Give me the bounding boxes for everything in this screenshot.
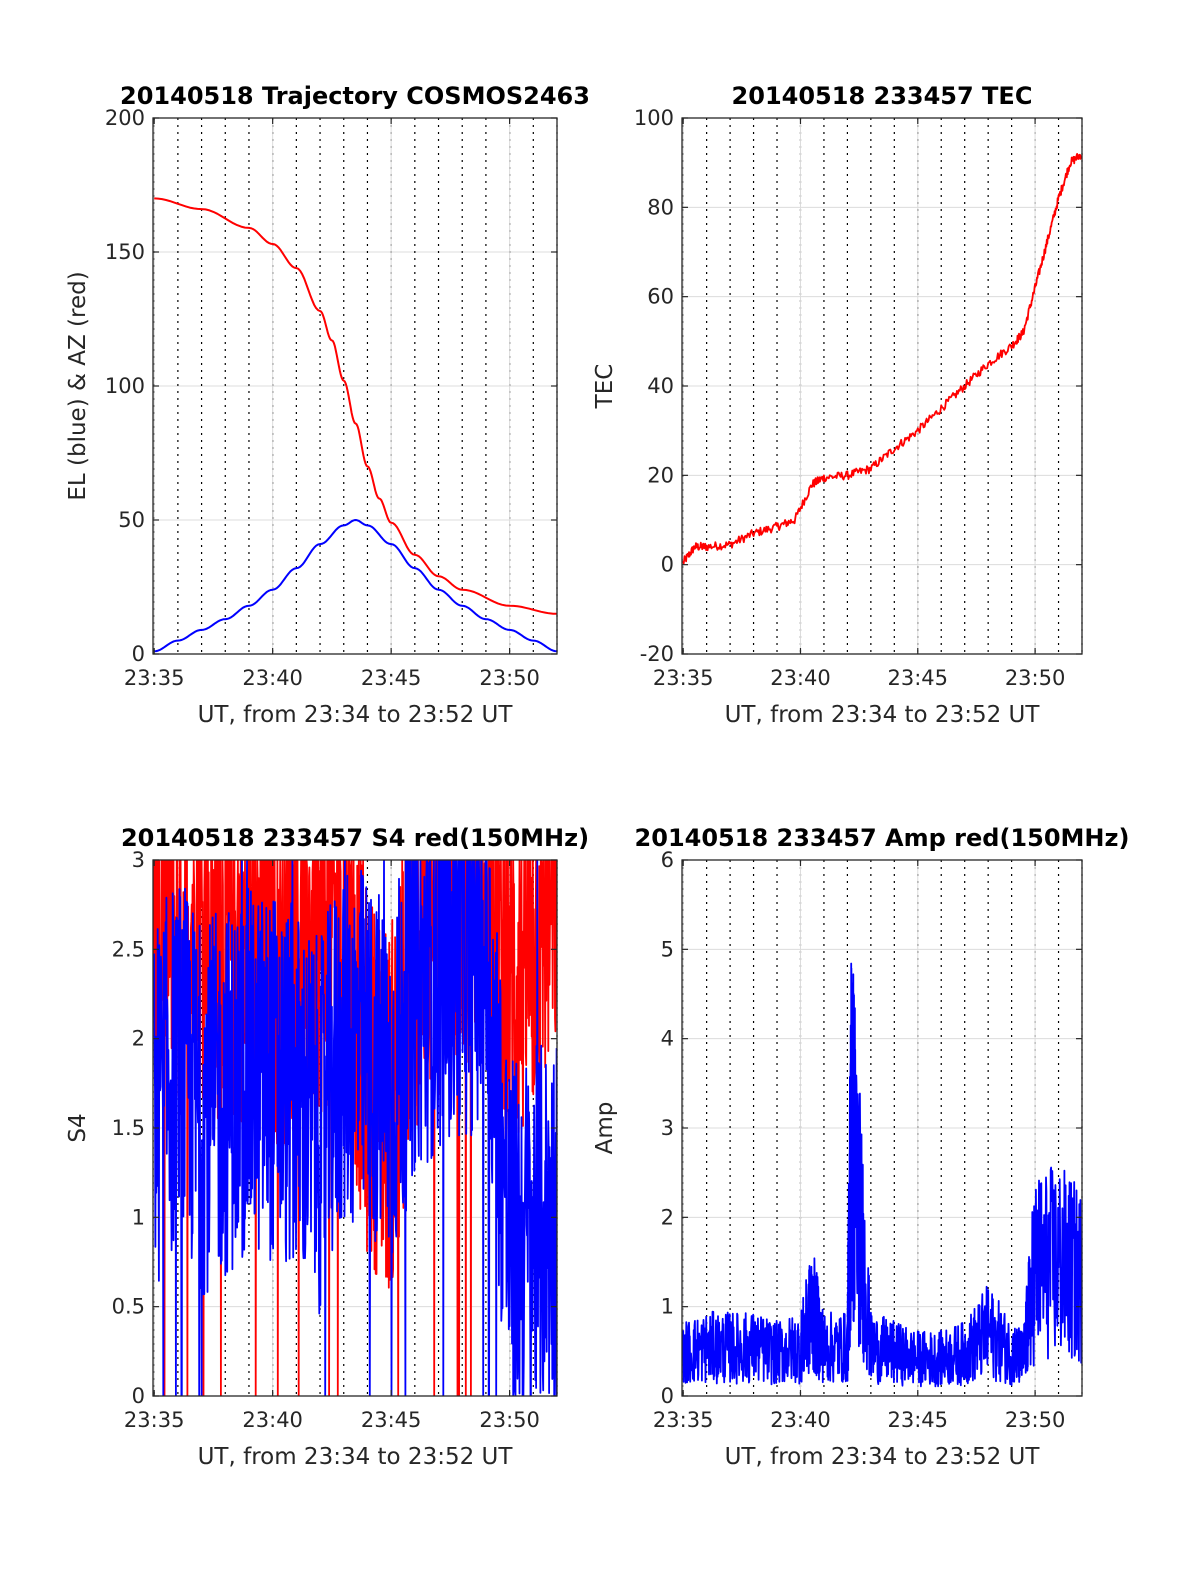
y-axis-label: EL (blue) & AZ (red) <box>65 271 91 500</box>
series-group <box>682 962 1082 1388</box>
y-tick-label: 0.5 <box>112 1295 145 1319</box>
y-tick-label: 5 <box>661 937 674 961</box>
chart-panel: 0 0.5 1 1.5 2 2.5 3 23:35 23:40 23:45 23:50 2014051… <box>65 824 589 1470</box>
series-group <box>153 860 557 1396</box>
x-axis-label: UT, from 23:34 to 23:52 UT <box>725 1444 1041 1470</box>
y-tick-label: 60 <box>647 285 674 309</box>
series-group <box>154 197 557 653</box>
y-tick-label: 20 <box>647 463 674 487</box>
y-tick-label: 0 <box>661 553 674 577</box>
y-tick-label: 0 <box>132 1384 145 1408</box>
y-tick-label: 4 <box>661 1027 674 1051</box>
x-tick-label: 23:45 <box>361 1408 422 1432</box>
x-tick-label: 23:40 <box>770 1408 831 1432</box>
y-tick-label: 80 <box>647 195 674 219</box>
y-tick-label: 3 <box>132 848 145 872</box>
x-tick-label: 23:40 <box>242 1408 303 1432</box>
y-tick-label: 1 <box>661 1295 674 1319</box>
x-tick-label: 23:50 <box>479 666 540 690</box>
chart-title: 20140518 233457 Amp red(150MHz) <box>635 824 1130 852</box>
y-tick-label: 1 <box>132 1205 145 1229</box>
y-tick-label: 2 <box>132 1027 145 1051</box>
series-group <box>682 153 1082 565</box>
x-tick-label: 23:50 <box>1005 666 1066 690</box>
y-tick-label: 100 <box>634 106 674 130</box>
y-tick-label: 2.5 <box>112 937 145 961</box>
x-tick-label: 23:35 <box>124 666 185 690</box>
chart-panel: 0 1 2 3 4 5 6 23:35 23:40 23:45 23:50 20140518 2334… <box>592 824 1129 1470</box>
el-line <box>154 519 557 653</box>
x-axis-label: UT, from 23:34 to 23:52 UT <box>725 702 1041 728</box>
y-tick-label: 2 <box>661 1205 674 1229</box>
y-tick-label: 100 <box>105 374 145 398</box>
x-axis-label: UT, from 23:34 to 23:52 UT <box>198 702 514 728</box>
y-tick-label: 0 <box>132 642 145 666</box>
x-tick-label: 23:45 <box>361 666 422 690</box>
y-tick-label: 40 <box>647 374 674 398</box>
series-line <box>153 860 557 1396</box>
x-tick-label: 23:40 <box>770 666 831 690</box>
y-tick-label: 200 <box>105 106 145 130</box>
x-tick-label: 23:40 <box>242 666 303 690</box>
az-line <box>154 197 557 615</box>
y-tick-label: 0 <box>661 1384 674 1408</box>
x-tick-label: 23:50 <box>1005 1408 1066 1432</box>
x-tick-label: 23:35 <box>124 1408 185 1432</box>
x-tick-label: 23:50 <box>479 1408 540 1432</box>
y-axis-label: S4 <box>65 1113 91 1142</box>
y-tick-label: 50 <box>118 508 145 532</box>
y-tick-label: -20 <box>640 642 674 666</box>
series-line <box>682 153 1082 565</box>
y-axis-label: Amp <box>592 1102 618 1155</box>
chart-panel: 0 50 100 150 200 23:35 23:40 23:45 23:50 20140518… <box>65 82 590 728</box>
y-tick-label: 3 <box>661 1116 674 1140</box>
x-tick-label: 23:35 <box>653 1408 714 1432</box>
y-tick-label: 1.5 <box>112 1116 145 1140</box>
x-tick-label: 23:45 <box>888 1408 949 1432</box>
y-axis-label: TEC <box>592 364 618 410</box>
y-tick-label: 150 <box>105 240 145 264</box>
x-tick-label: 23:35 <box>653 666 714 690</box>
x-tick-label: 23:45 <box>888 666 949 690</box>
y-tick-label: 6 <box>661 848 674 872</box>
chart-title: 20140518 233457 TEC <box>732 82 1033 110</box>
chart-panel: -20 0 20 40 60 80 100 23:35 23:40 23:45 23:50 20140… <box>592 82 1083 728</box>
series-line <box>682 962 1082 1388</box>
chart-title: 20140518 Trajectory COSMOS2463 <box>120 82 590 110</box>
chart-title: 20140518 233457 S4 red(150MHz) <box>121 824 589 852</box>
x-axis-label: UT, from 23:34 to 23:52 UT <box>198 1444 514 1470</box>
